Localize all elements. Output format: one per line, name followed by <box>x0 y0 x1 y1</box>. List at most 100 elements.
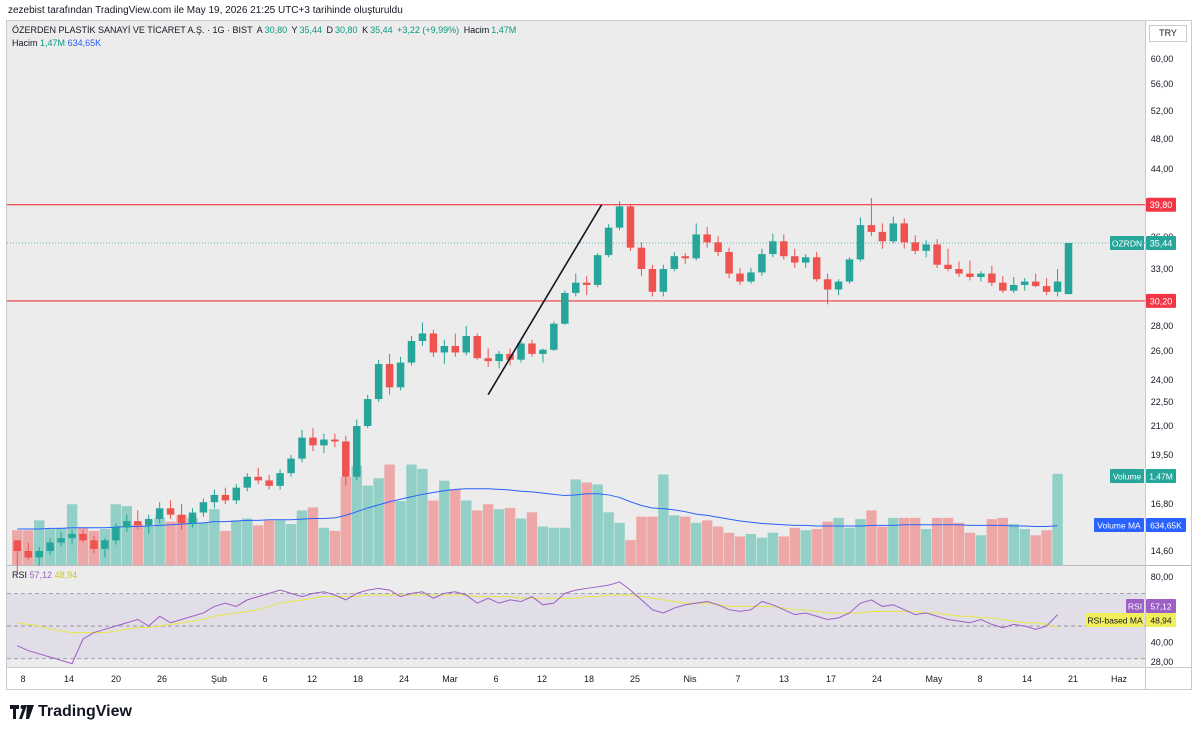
price-axis-tick: 21,00 <box>1151 421 1174 431</box>
volume-bar <box>220 530 231 565</box>
volume-bar <box>855 519 866 565</box>
volume-bar <box>625 540 636 565</box>
volume-tag-label: Volume <box>1113 472 1142 482</box>
time-axis-tick: 8 <box>20 674 25 684</box>
volume-bar <box>274 520 286 565</box>
candle-body <box>451 346 460 353</box>
candle-body <box>123 521 131 528</box>
candle-body <box>572 282 580 293</box>
candle-body <box>13 540 22 551</box>
candle-body <box>232 487 241 501</box>
candle-body <box>298 437 306 459</box>
volume-bar <box>888 517 899 565</box>
candle-body <box>265 480 273 486</box>
volume-bar <box>899 517 910 565</box>
volume-tag-label-bg <box>1110 469 1144 483</box>
candle-body <box>144 518 153 526</box>
volume-bar <box>745 534 757 565</box>
volume-ma-legend-value: 634,65K <box>67 38 102 48</box>
price-axis-tick: 26,00 <box>1151 346 1174 356</box>
time-axis-tick: 26 <box>157 674 167 684</box>
time-axis-tick: 7 <box>735 674 740 684</box>
candle-body <box>79 533 87 541</box>
candle-body <box>320 439 328 446</box>
candle-body <box>517 343 525 360</box>
high-value: 35,44 <box>299 25 323 35</box>
volume-bar <box>636 516 647 565</box>
volume-bar <box>231 520 242 565</box>
volume-tag-value: 1,47M <box>1149 472 1173 482</box>
candle-body <box>396 362 405 388</box>
last-price-label: 35,44 <box>1150 238 1173 248</box>
volume-bar <box>121 506 132 565</box>
rsi-tag-label: RSI <box>1128 602 1142 612</box>
candle-body <box>177 514 186 524</box>
rsi-ma-tag-label-bg <box>1086 613 1144 627</box>
pane-divider[interactable] <box>7 565 1191 566</box>
candle-body <box>604 227 613 256</box>
time-axis-tick: 13 <box>779 674 789 684</box>
volume-bar <box>526 512 538 565</box>
candle-body <box>418 333 427 341</box>
candle-body <box>210 494 219 503</box>
volume-bar <box>723 532 735 565</box>
volume-bar <box>986 519 998 565</box>
price-axis-tick: 48,00 <box>1151 134 1174 144</box>
level-price-tag <box>1146 197 1176 212</box>
volume-bar <box>187 517 198 565</box>
volume-bar <box>1030 535 1041 565</box>
price-axis-tick: 33,00 <box>1151 264 1174 274</box>
volume-bar <box>734 536 746 565</box>
volume-bar <box>691 522 702 565</box>
volume-bar <box>253 525 264 565</box>
rsi-legend-label[interactable]: RSI <box>12 570 28 580</box>
candle-body <box>747 272 755 282</box>
price-axis-tick: 52,00 <box>1151 106 1174 116</box>
candle-body <box>440 346 449 353</box>
volume-bar <box>406 464 417 565</box>
time-axis-tick: 25 <box>630 674 640 684</box>
symbol-name[interactable]: ÖZERDEN PLASTİK SANAYİ VE TİCARET A.Ş. ·… <box>12 25 253 35</box>
volume-bar <box>833 517 844 565</box>
volume-bar <box>931 517 943 565</box>
volume-bar <box>209 509 220 565</box>
price-axis-divider <box>1145 21 1146 689</box>
price-axis-tick: 44,00 <box>1151 164 1174 174</box>
candle-body <box>342 441 350 477</box>
candle-body <box>988 273 996 283</box>
volume-bar <box>953 522 965 565</box>
candle-body <box>199 502 208 513</box>
candle-body <box>68 533 76 539</box>
candle-body <box>769 241 777 255</box>
volume-bar <box>701 520 713 565</box>
low-label: D <box>326 25 334 35</box>
tradingview-logo-icon <box>10 705 34 719</box>
candle-body <box>385 364 394 388</box>
time-axis-divider <box>7 667 1191 668</box>
rsi-ma-legend-value: 48,94 <box>54 570 78 580</box>
volume-bar <box>964 532 976 565</box>
candle-body <box>878 231 887 242</box>
candle-body <box>670 256 679 269</box>
volume-bar <box>384 464 395 565</box>
volume-bar <box>680 516 691 565</box>
time-axis-tick: 21 <box>1068 674 1078 684</box>
time-axis-tick: 8 <box>977 674 982 684</box>
volume-bar <box>920 529 932 565</box>
volume-ma-tag-value-bg <box>1146 518 1186 532</box>
volume-bar <box>1019 529 1030 565</box>
volume-legend-label[interactable]: Hacim <box>12 38 38 48</box>
volume-ma-tag-label-bg <box>1094 518 1144 532</box>
volume-bar <box>789 527 800 565</box>
price-axis-tick: 19,50 <box>1151 450 1174 460</box>
candle-body <box>714 242 722 252</box>
candle-body <box>374 364 383 400</box>
price-axis-tick: 28,00 <box>1151 321 1174 331</box>
candle-body <box>659 269 668 292</box>
rsi-ma-tag-value-bg <box>1146 613 1176 627</box>
volume-bar <box>307 507 319 565</box>
currency-button[interactable]: TRY <box>1149 25 1187 42</box>
volume-bar <box>340 476 351 565</box>
volume-bar <box>603 512 614 565</box>
